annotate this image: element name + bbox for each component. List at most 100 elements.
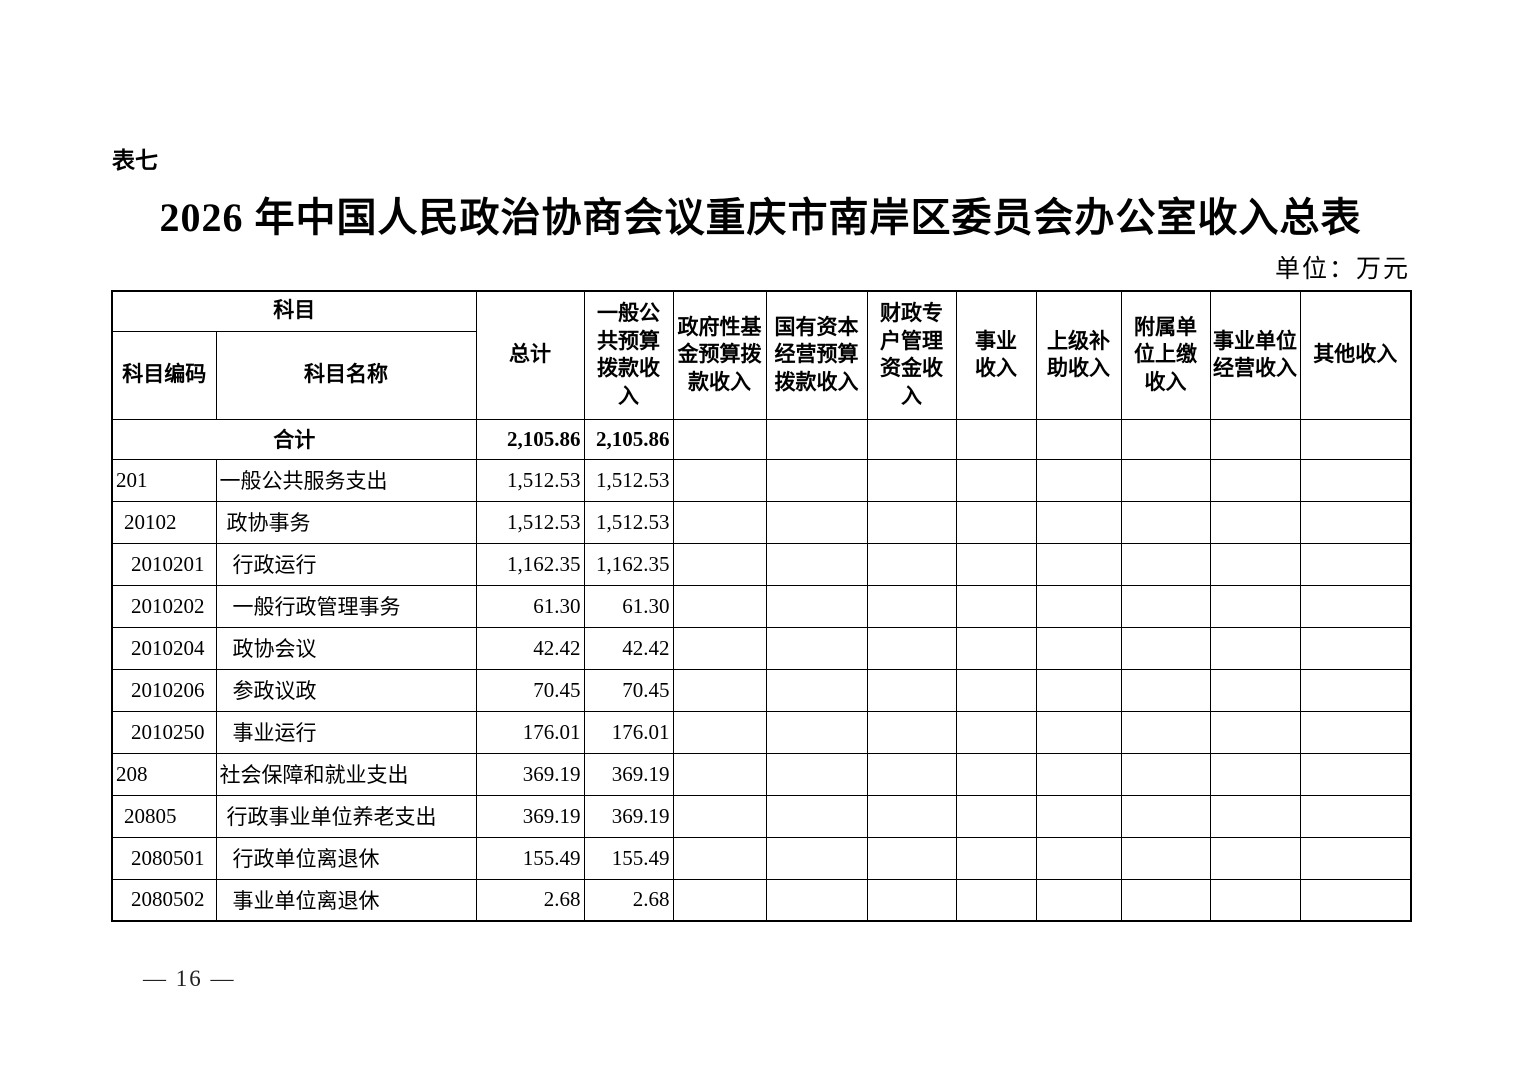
empty-cell: [1035, 626, 1122, 670]
empty-cell: [672, 878, 767, 922]
empty-cell: [1209, 668, 1301, 712]
empty-cell: [765, 836, 868, 880]
empty-cell: [1120, 500, 1211, 544]
empty-cell: [672, 584, 767, 628]
empty-cell: [955, 418, 1037, 460]
subject-code: 2010204: [111, 626, 217, 670]
empty-cell: [866, 418, 957, 460]
empty-cell: [866, 752, 957, 796]
empty-cell: [1299, 752, 1412, 796]
empty-cell: [1299, 668, 1412, 712]
header-subordinate-remit: 附属单 位上缴 收入: [1120, 290, 1211, 420]
empty-cell: [1299, 458, 1412, 502]
empty-cell: [765, 418, 868, 460]
subject-code: 20102: [111, 500, 217, 544]
general-budget-cell: 2.68: [583, 878, 674, 922]
empty-cell: [1120, 584, 1211, 628]
empty-cell: [1299, 626, 1412, 670]
table-row: 201 一般公共服务支出 1,512.53 1,512.53: [111, 458, 1412, 502]
empty-cell: [1120, 626, 1211, 670]
subject-code: 2010202: [111, 584, 217, 628]
empty-cell: [1035, 668, 1122, 712]
total-cell: 1,512.53: [475, 500, 585, 544]
empty-cell: [672, 458, 767, 502]
subject-code: 2010201: [111, 542, 217, 586]
empty-cell: [765, 626, 868, 670]
total-cell: 42.42: [475, 626, 585, 670]
empty-cell: [765, 500, 868, 544]
empty-cell: [1299, 500, 1412, 544]
general-budget-cell: 369.19: [583, 794, 674, 838]
empty-cell: [1299, 710, 1412, 754]
empty-cell: [765, 752, 868, 796]
empty-cell: [866, 626, 957, 670]
empty-cell: [672, 500, 767, 544]
empty-cell: [765, 668, 868, 712]
total-cell: 176.01: [475, 710, 585, 754]
header-other-income: 其他收入: [1299, 290, 1412, 420]
empty-cell: [1209, 458, 1301, 502]
empty-cell: [765, 584, 868, 628]
empty-cell: [1299, 794, 1412, 838]
subject-code: 2080501: [111, 836, 217, 880]
empty-cell: [1209, 418, 1301, 460]
header-subject-code: 科目编码: [111, 330, 217, 420]
empty-cell: [672, 794, 767, 838]
empty-cell: [1120, 668, 1211, 712]
empty-cell: [765, 458, 868, 502]
subject-name: 行政运行: [215, 542, 477, 586]
empty-cell: [765, 794, 868, 838]
header-gov-fund: 政府性基 金预算拨 款收入: [672, 290, 767, 420]
table-row: 2080501 行政单位离退休 155.49 155.49: [111, 836, 1412, 880]
subject-name: 一般公共服务支出: [215, 458, 477, 502]
empty-cell: [955, 710, 1037, 754]
empty-cell: [765, 542, 868, 586]
subject-code: 2010250: [111, 710, 217, 754]
header-state-capital: 国有资本 经营预算 拨款收入: [765, 290, 868, 420]
header-institution-operating: 事业单位 经营收入: [1209, 290, 1301, 420]
header-subject-name: 科目名称: [215, 330, 477, 420]
empty-cell: [1299, 418, 1412, 460]
empty-cell: [1299, 584, 1412, 628]
subject-name: 行政事业单位养老支出: [215, 794, 477, 838]
general-budget-cell: 1,162.35: [583, 542, 674, 586]
empty-cell: [1035, 878, 1122, 922]
table-row: 20102 政协事务 1,512.53 1,512.53: [111, 500, 1412, 544]
empty-cell: [672, 418, 767, 460]
total-general-budget-value: 2,105.86: [583, 418, 674, 460]
empty-cell: [1120, 794, 1211, 838]
general-budget-cell: 61.30: [583, 584, 674, 628]
empty-cell: [1120, 542, 1211, 586]
empty-cell: [672, 542, 767, 586]
empty-cell: [1120, 752, 1211, 796]
empty-cell: [1209, 626, 1301, 670]
empty-cell: [1035, 500, 1122, 544]
general-budget-cell: 42.42: [583, 626, 674, 670]
empty-cell: [955, 542, 1037, 586]
general-budget-cell: 1,512.53: [583, 500, 674, 544]
page-title: 2026 年中国人民政治协商会议重庆市南岸区委员会办公室收入总表: [159, 195, 1362, 240]
subject-name: 政协会议: [215, 626, 477, 670]
total-cell: 61.30: [475, 584, 585, 628]
total-cell: 2.68: [475, 878, 585, 922]
subject-name: 行政单位离退休: [215, 836, 477, 880]
empty-cell: [1209, 878, 1301, 922]
empty-cell: [1120, 418, 1211, 460]
empty-cell: [1035, 584, 1122, 628]
table-row: 2080502 事业单位离退休 2.68 2.68: [111, 878, 1412, 922]
empty-cell: [955, 626, 1037, 670]
subject-name: 社会保障和就业支出: [215, 752, 477, 796]
empty-cell: [866, 794, 957, 838]
empty-cell: [1120, 710, 1211, 754]
header-subject: 科目: [111, 290, 477, 332]
header-general-budget: 一般公 共预算 拨款收 入: [583, 290, 674, 420]
empty-cell: [672, 668, 767, 712]
subject-code: 208: [111, 752, 217, 796]
empty-cell: [1299, 836, 1412, 880]
header-total: 总计: [475, 290, 585, 420]
total-cell: 1,512.53: [475, 458, 585, 502]
empty-cell: [866, 836, 957, 880]
empty-cell: [866, 542, 957, 586]
empty-cell: [955, 668, 1037, 712]
empty-cell: [866, 500, 957, 544]
